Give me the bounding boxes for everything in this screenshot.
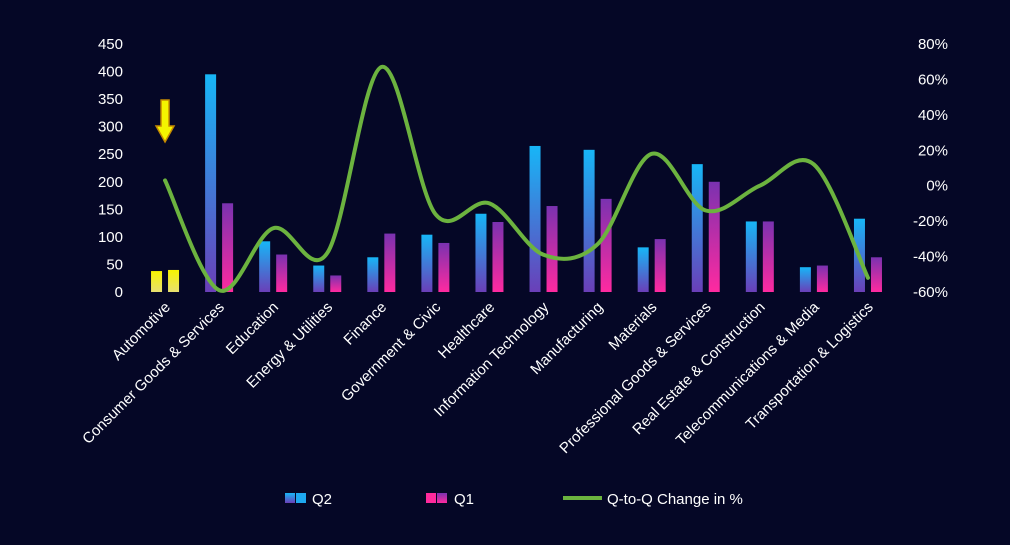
bar-q1 bbox=[330, 275, 342, 292]
y-tick-right: 80% bbox=[918, 36, 948, 53]
y-tick-left: 200 bbox=[98, 174, 123, 191]
legend-label-q2: Q2 bbox=[312, 491, 332, 508]
bar-q2 bbox=[205, 74, 217, 292]
y-tick-left: 400 bbox=[98, 64, 123, 81]
bar-q2 bbox=[475, 213, 487, 292]
y-tick-left: 350 bbox=[98, 91, 123, 108]
bar-q1 bbox=[654, 239, 666, 292]
y-tick-left: 250 bbox=[98, 146, 123, 163]
bar-q2 bbox=[745, 221, 757, 292]
bar-q2 bbox=[421, 234, 433, 292]
y-tick-right: 60% bbox=[918, 71, 948, 88]
bar-q2 bbox=[367, 257, 379, 292]
legend-swatch-q2-b bbox=[296, 493, 306, 503]
bar-q1 bbox=[384, 233, 396, 292]
y-tick-left: 150 bbox=[98, 201, 123, 218]
bar-q2 bbox=[799, 267, 811, 292]
y-tick-right: -20% bbox=[913, 213, 948, 230]
x-tick-label: Government & Civic bbox=[338, 298, 445, 405]
bar-q1 bbox=[870, 257, 882, 292]
y-tick-left: 50 bbox=[106, 256, 123, 273]
series-line-qtoq bbox=[163, 65, 870, 293]
bar-q1 bbox=[438, 242, 450, 292]
legend-swatch-q1-b bbox=[437, 493, 447, 503]
bar-q2 bbox=[637, 247, 649, 292]
y-tick-left: 100 bbox=[98, 229, 123, 246]
y-tick-right: 40% bbox=[918, 107, 948, 124]
bar-q1 bbox=[276, 254, 288, 292]
bar-q1 bbox=[492, 222, 504, 292]
bar-q2 bbox=[151, 271, 163, 292]
arrow-down-icon bbox=[154, 99, 176, 144]
y-tick-left: 300 bbox=[98, 119, 123, 136]
bar-q1 bbox=[168, 269, 180, 292]
y-tick-right: 20% bbox=[918, 142, 948, 159]
y-tick-right: -40% bbox=[913, 249, 948, 266]
bar-q2 bbox=[691, 164, 703, 292]
bar-q1 bbox=[546, 206, 558, 292]
y-tick-right: 0% bbox=[926, 178, 948, 195]
y-tick-right: -60% bbox=[913, 284, 948, 301]
legend-label-line: Q-to-Q Change in % bbox=[607, 491, 743, 508]
legend-swatch-q1 bbox=[426, 493, 436, 503]
bar-q1 bbox=[600, 198, 612, 292]
y-axis-right: -60% -40% -20% 0% 20% 40% 60% 80% bbox=[913, 36, 948, 301]
highlight-arrow bbox=[154, 99, 176, 144]
bars bbox=[151, 74, 882, 292]
x-tick-label: Materials bbox=[605, 299, 660, 354]
bar-q1 bbox=[708, 181, 720, 292]
y-tick-left: 450 bbox=[98, 36, 123, 53]
bar-q1 bbox=[816, 265, 828, 292]
bar-q2 bbox=[313, 265, 325, 292]
bar-q2 bbox=[583, 149, 595, 292]
legend-label-q1: Q1 bbox=[454, 491, 474, 508]
legend-swatch-q2 bbox=[285, 493, 295, 503]
bar-q2 bbox=[259, 241, 271, 292]
legend: Q2 Q1 Q-to-Q Change in % bbox=[285, 491, 743, 508]
x-tick-label: Finance bbox=[340, 299, 390, 349]
bar-q2 bbox=[529, 145, 541, 292]
y-tick-left: 0 bbox=[115, 284, 123, 301]
bar-q1 bbox=[762, 221, 774, 292]
bar-q1 bbox=[222, 203, 234, 292]
y-axis-left: 0 50 100 150 200 250 300 350 400 450 bbox=[98, 36, 123, 301]
